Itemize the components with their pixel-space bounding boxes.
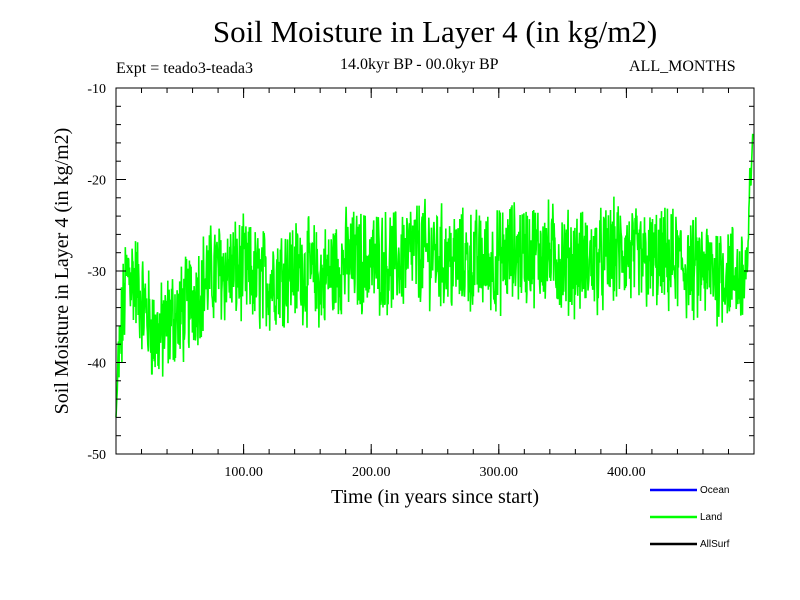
x-tick-label: 400.00 (607, 465, 646, 480)
series-layer (115, 133, 754, 418)
legend-label-allsurf: AllSurf (700, 539, 730, 550)
y-tick-label: -40 (87, 357, 106, 372)
y-tick-label: -30 (87, 265, 106, 280)
period-label: 14.0kyr BP - 00.0kyr BP (340, 56, 499, 73)
y-axis-label: Soil Moisture in Layer 4 (in kg/m2) (51, 128, 73, 415)
legend-label-land: Land (700, 512, 722, 523)
legend-label-ocean: Ocean (700, 485, 729, 496)
months-label: ALL_MONTHS (629, 58, 736, 75)
y-tick-label: -50 (87, 448, 106, 463)
x-tick-label: 200.00 (352, 465, 391, 480)
y-axis-ticks: -10 -20 -30 -40 -50 (87, 82, 754, 463)
x-tick-label: 100.00 (224, 465, 263, 480)
y-tick-label: -20 (87, 174, 106, 189)
y-tick-label: -10 (87, 82, 106, 97)
experiment-label: Expt = teado3-teada3 (116, 60, 253, 77)
chart-title: Soil Moisture in Layer 4 (in kg/m2) (212, 14, 658, 49)
legend: Ocean Land AllSurf (650, 485, 730, 550)
x-axis-ticks: 100.00 200.00 300.00 400.00 (224, 88, 646, 480)
x-axis-label: Time (in years since start) (331, 486, 539, 508)
series-line-land (115, 133, 754, 418)
x-tick-label: 300.00 (480, 465, 519, 480)
